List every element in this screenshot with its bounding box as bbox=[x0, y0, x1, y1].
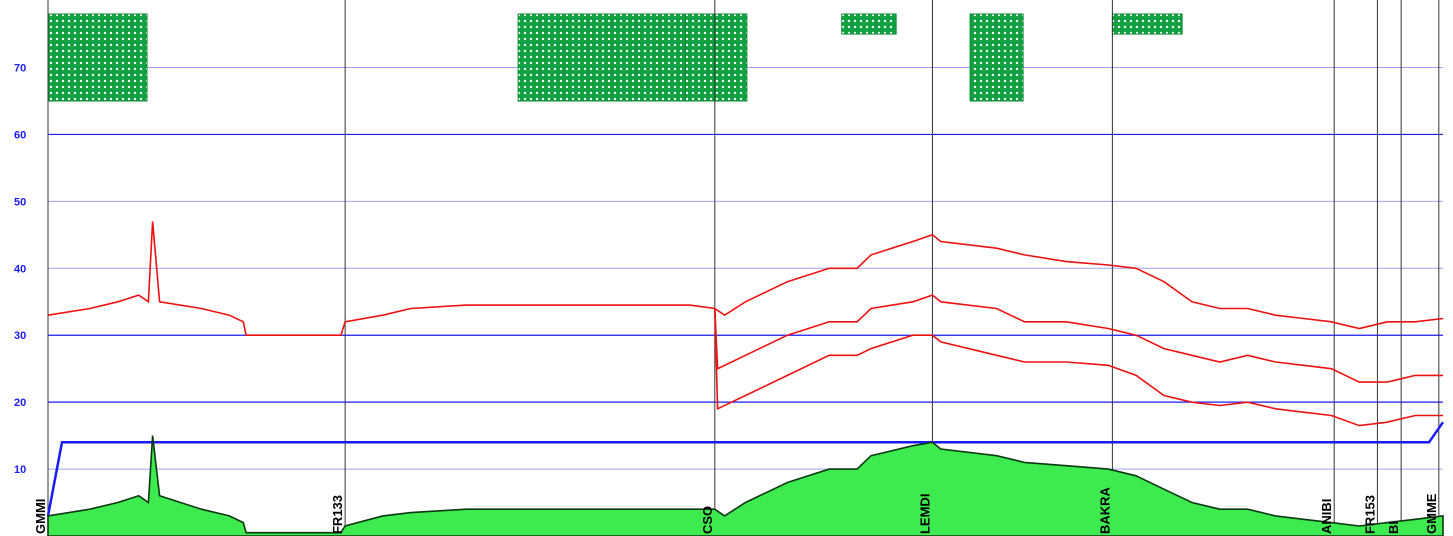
y-tick-label: 10 bbox=[14, 464, 26, 476]
series-group bbox=[46, 221, 1445, 536]
waypoint-label: ANIBI bbox=[1319, 499, 1334, 534]
series-line bbox=[714, 294, 1443, 383]
waypoint-label: LEMDI bbox=[917, 494, 932, 534]
waypoint-label: GMMI bbox=[33, 499, 48, 534]
series-line bbox=[47, 221, 1444, 337]
shaded-blocks bbox=[47, 13, 1183, 102]
waypoint-label: GMME bbox=[1424, 493, 1439, 534]
y-tick-label: 40 bbox=[14, 263, 26, 275]
y-tick-label: 50 bbox=[14, 196, 26, 208]
waypoint-label: BAKRA bbox=[1097, 486, 1112, 534]
y-tick-label: 70 bbox=[14, 63, 26, 75]
shaded-block bbox=[969, 13, 1024, 102]
series-line bbox=[46, 421, 1445, 517]
grid bbox=[48, 67, 1443, 470]
shaded-block bbox=[685, 13, 748, 102]
waypoint-label: FR153 bbox=[1362, 495, 1377, 534]
series-line bbox=[714, 308, 1443, 427]
waypoint-label: BI bbox=[1386, 521, 1401, 534]
y-tick-label: 20 bbox=[14, 397, 26, 409]
y-axis-tick-labels: 10 20 30 40 50 60 70 bbox=[14, 63, 26, 477]
waypoint-labels: GMMI FR133 CSO LEMDI BAKRA ANIBI FR153 BI GMME bbox=[33, 486, 1439, 534]
shaded-block bbox=[841, 13, 897, 35]
shaded-block bbox=[47, 13, 148, 102]
waypoint-lines bbox=[47, 0, 1440, 536]
waypoint-label: FR133 bbox=[330, 495, 345, 534]
y-tick-label: 60 bbox=[14, 129, 26, 141]
shaded-block bbox=[1111, 13, 1183, 35]
series-area bbox=[47, 435, 1444, 536]
shaded-block bbox=[517, 13, 687, 102]
y-tick-label: 30 bbox=[14, 330, 26, 342]
waypoint-label: CSO bbox=[700, 506, 715, 534]
